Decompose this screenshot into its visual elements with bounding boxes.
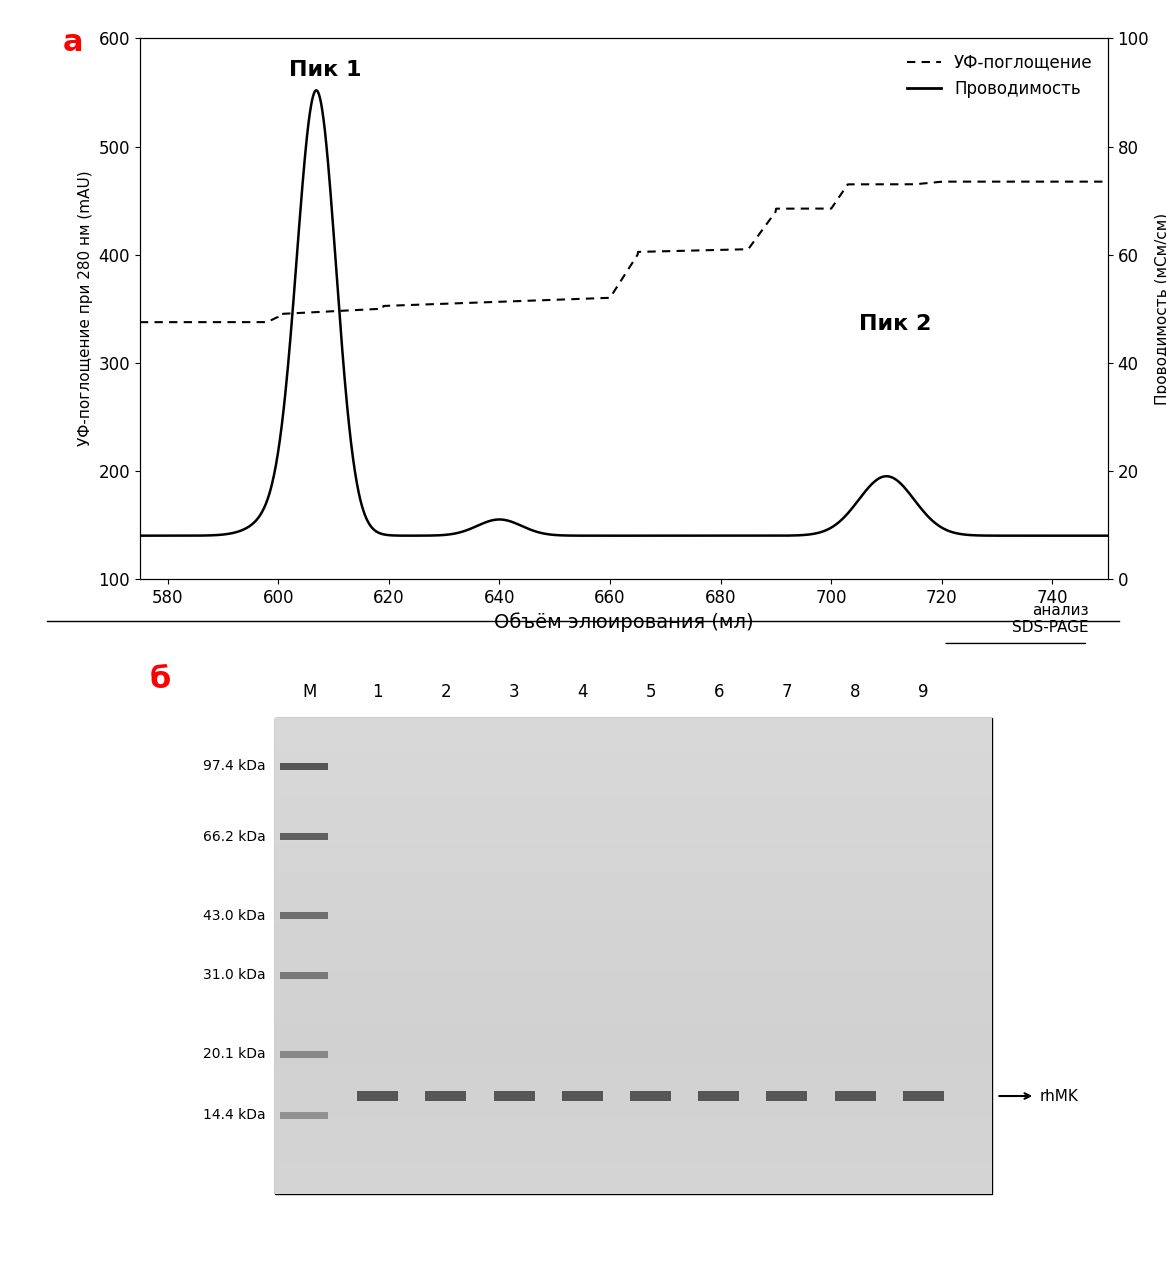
Bar	[275, 1100, 991, 1115]
Bar	[275, 845, 991, 861]
Bar	[275, 782, 991, 797]
Text: анализ
SDS-PAGE: анализ SDS-PAGE	[1012, 603, 1088, 635]
Text: б: б	[149, 664, 171, 694]
Bar	[275, 1083, 991, 1100]
Y-axis label: Проводимость (мСм/см): Проводимость (мСм/см)	[1154, 212, 1166, 404]
Bar	[275, 718, 991, 735]
Bar	[275, 797, 991, 814]
Text: rhMK: rhMK	[1040, 1088, 1079, 1103]
Legend: УФ-поглощение, Проводимость: УФ-поглощение, Проводимость	[901, 47, 1100, 105]
Bar	[275, 1147, 991, 1162]
Text: а: а	[63, 28, 83, 56]
Bar	[275, 750, 991, 765]
Bar	[275, 909, 991, 924]
Bar	[275, 988, 991, 1004]
Bar	[630, 1091, 670, 1101]
Bar	[426, 1091, 466, 1101]
Text: 3: 3	[508, 682, 519, 700]
Text: 2: 2	[441, 682, 451, 700]
Bar	[357, 1091, 398, 1101]
Text: 31.0 kDa: 31.0 kDa	[203, 968, 266, 982]
Bar	[275, 892, 991, 909]
Bar	[280, 1111, 328, 1119]
Bar	[275, 1130, 991, 1147]
Y-axis label: УФ-поглощение при 280 нм (mAU): УФ-поглощение при 280 нм (mAU)	[78, 170, 93, 447]
Bar	[275, 765, 991, 782]
Bar	[562, 1091, 603, 1101]
Bar	[280, 1051, 328, 1059]
Bar	[275, 1020, 991, 1036]
Bar	[275, 814, 991, 829]
X-axis label: Объём элюирования (мл): Объём элюирования (мл)	[494, 612, 753, 632]
Bar	[698, 1091, 739, 1101]
Bar	[280, 763, 328, 769]
Text: 97.4 kDa: 97.4 kDa	[203, 759, 266, 773]
Bar	[835, 1091, 876, 1101]
Bar	[275, 924, 991, 941]
Bar	[275, 1115, 991, 1130]
Bar	[275, 1004, 991, 1020]
Text: 14.4 kDa: 14.4 kDa	[203, 1108, 266, 1123]
Text: 6: 6	[714, 682, 724, 700]
Bar	[275, 956, 991, 972]
Bar	[280, 911, 328, 919]
Text: 4: 4	[577, 682, 588, 700]
Text: 9: 9	[918, 682, 928, 700]
Bar	[766, 1091, 807, 1101]
Text: M: M	[302, 682, 317, 700]
Bar	[275, 735, 991, 750]
Bar	[275, 718, 991, 1194]
Bar	[275, 1051, 991, 1068]
Bar	[280, 972, 328, 979]
Bar	[902, 1091, 943, 1101]
Bar	[275, 1036, 991, 1051]
Bar	[275, 1162, 991, 1178]
Text: Пик 1: Пик 1	[289, 60, 361, 81]
Bar	[275, 829, 991, 845]
Bar	[275, 972, 991, 988]
Text: 8: 8	[850, 682, 861, 700]
Text: 43.0 kDa: 43.0 kDa	[203, 909, 266, 923]
Bar	[275, 877, 991, 892]
Bar	[275, 941, 991, 956]
Bar	[275, 1178, 991, 1194]
Text: 7: 7	[781, 682, 792, 700]
Text: 1: 1	[372, 682, 382, 700]
Bar	[493, 1091, 534, 1101]
Text: 66.2 kDa: 66.2 kDa	[203, 829, 266, 844]
Text: 5: 5	[645, 682, 655, 700]
Text: 20.1 kDa: 20.1 kDa	[203, 1047, 266, 1061]
Bar	[280, 833, 328, 841]
Text: Пик 2: Пик 2	[859, 315, 932, 334]
Bar	[275, 861, 991, 877]
Bar	[275, 1068, 991, 1083]
